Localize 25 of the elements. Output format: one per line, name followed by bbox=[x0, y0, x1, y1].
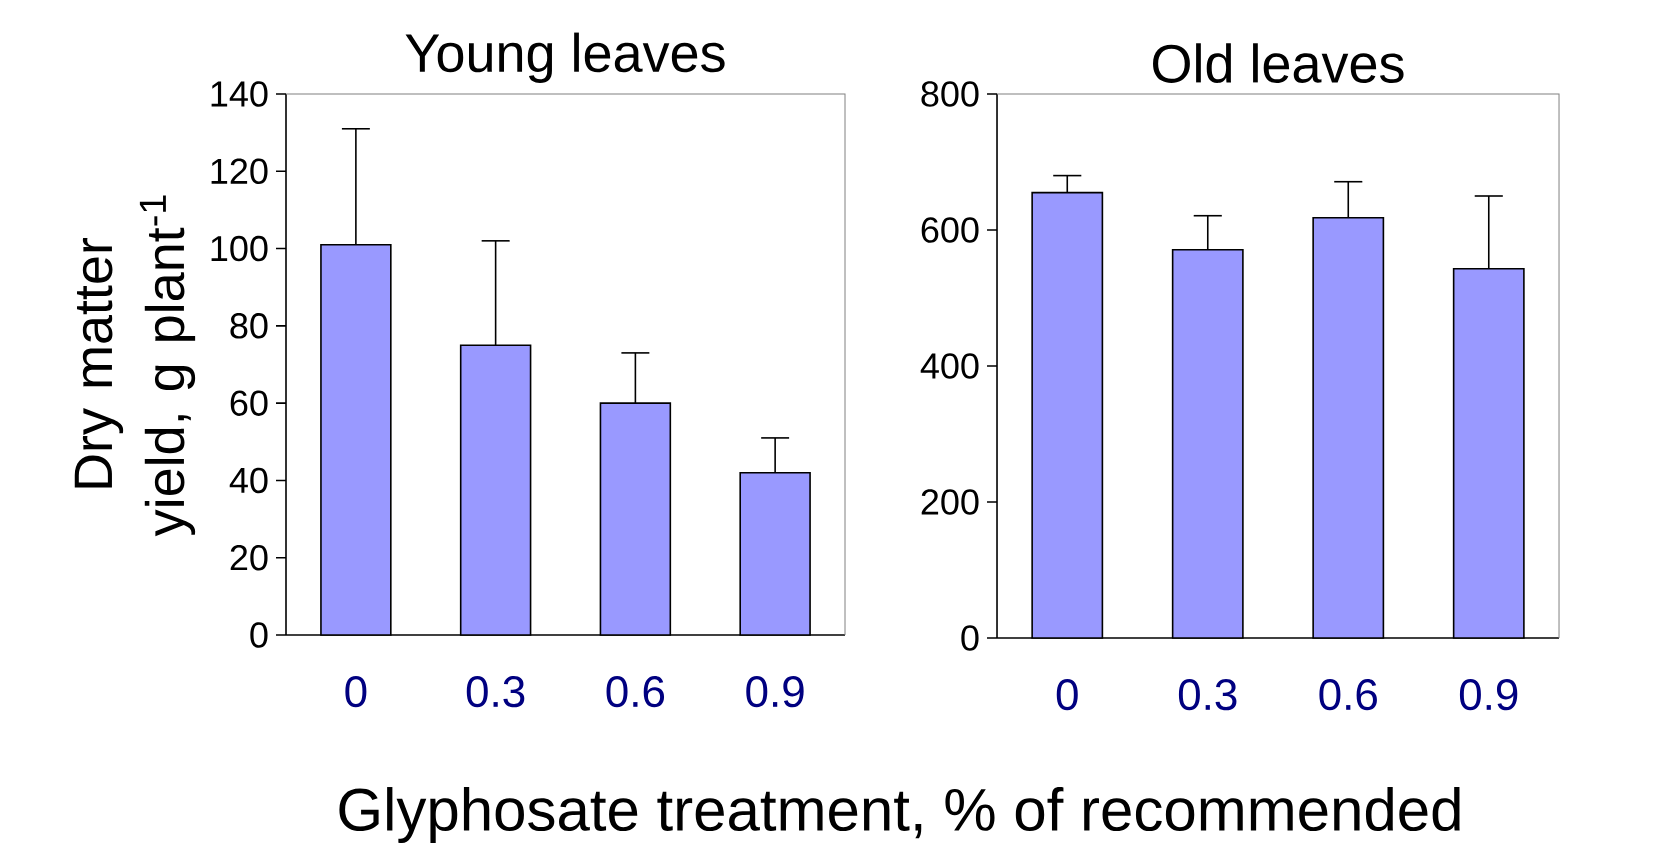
y-tick-label: 600 bbox=[921, 217, 979, 243]
x-tick-label: 0.6 bbox=[606, 676, 665, 708]
x-tick-label: 0.9 bbox=[1459, 679, 1518, 711]
y-tick-label: 20 bbox=[230, 544, 268, 571]
chart-title: Old leaves bbox=[1153, 43, 1404, 83]
y-tick-label: 140 bbox=[211, 81, 268, 107]
y-tick-label: 60 bbox=[230, 390, 268, 416]
y-tick-label: 120 bbox=[211, 158, 268, 185]
y-tick-label: 100 bbox=[211, 235, 268, 262]
y-axis-title: Dry matter yield, g plant$^{-1}$ bbox=[74, 195, 196, 537]
y-tick-label: 40 bbox=[229, 467, 268, 494]
y-tick-label: 400 bbox=[920, 353, 979, 379]
x-tick-label: 0.9 bbox=[746, 676, 804, 708]
x-tick-label: 0.3 bbox=[466, 676, 525, 708]
x-tick-label: 0.3 bbox=[1178, 679, 1237, 711]
x-axis-title: Glyphosate treatment, % of recommended bbox=[339, 787, 1460, 843]
x-tick-label: 0 bbox=[1056, 679, 1078, 711]
x-tick-label: 0.6 bbox=[1319, 679, 1377, 711]
y-tick-label: 800 bbox=[921, 81, 979, 107]
y-tick-label: 80 bbox=[230, 313, 268, 339]
y-tick-label: 0 bbox=[250, 622, 268, 648]
y-tick-label: 0 bbox=[961, 625, 979, 651]
y-tick-label: 200 bbox=[921, 489, 979, 515]
chart-title: Young leaves bbox=[405, 32, 725, 83]
x-tick-label: 0 bbox=[345, 676, 367, 708]
